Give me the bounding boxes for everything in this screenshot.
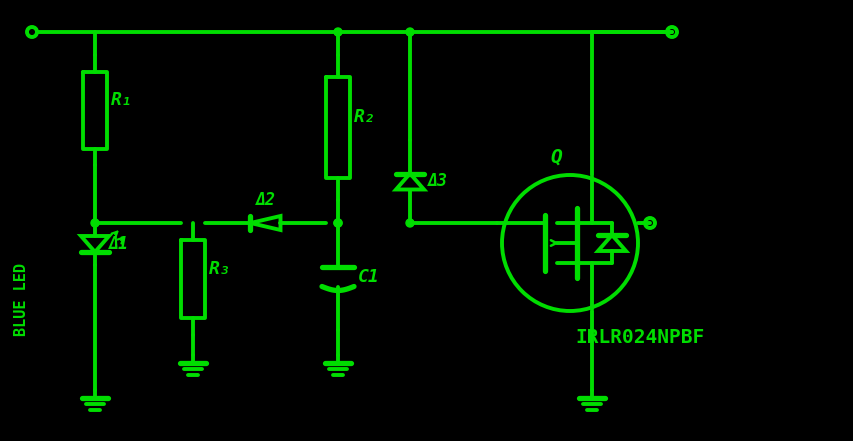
Text: BLUE LED: BLUE LED — [15, 264, 30, 336]
Circle shape — [334, 28, 341, 36]
Text: Q: Q — [549, 148, 561, 167]
Text: Δ2: Δ2 — [255, 191, 276, 209]
Text: Δ1: Δ1 — [109, 235, 129, 253]
Circle shape — [91, 219, 99, 227]
Circle shape — [334, 219, 341, 227]
Text: R₁: R₁ — [111, 91, 132, 109]
Text: C1: C1 — [357, 268, 380, 285]
Circle shape — [334, 219, 341, 227]
Text: IRLR024NPBF: IRLR024NPBF — [574, 328, 704, 347]
Circle shape — [405, 28, 414, 36]
Text: Δ3: Δ3 — [427, 172, 448, 191]
Text: R₂: R₂ — [354, 108, 375, 127]
Circle shape — [405, 219, 414, 227]
Text: R₃: R₃ — [209, 260, 230, 278]
